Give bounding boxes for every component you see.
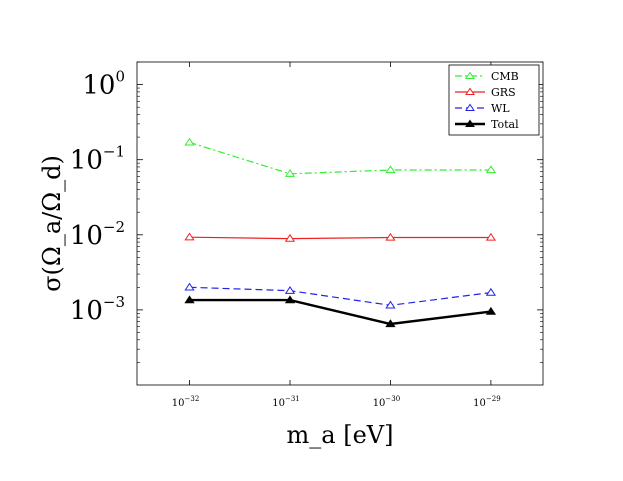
y-axis-label: σ(Ω_a/Ω_d) [38, 155, 66, 292]
series-line-total [189, 298, 492, 326]
data-point-grs [385, 232, 396, 241]
series-line-cmb [189, 141, 491, 175]
legend: CMB GRS WL Total [448, 64, 540, 136]
x-tick-label: 10−32 [172, 395, 200, 409]
legend-label-grs: GRS [491, 86, 516, 99]
legend-marker-grs [465, 87, 475, 96]
x-tick-label: 10−31 [272, 395, 300, 409]
data-point-cmb [184, 137, 195, 146]
legend-marker-total [465, 119, 475, 128]
y-tick-label: 10−3 [70, 293, 125, 326]
data-point-wl [284, 286, 296, 294]
x-tick-label: 10−30 [373, 395, 401, 409]
legend-label-wl: WL [491, 102, 510, 115]
data-point-wl [485, 287, 497, 296]
y-tick-label: 100 [82, 68, 125, 101]
data-point-grs [485, 232, 497, 241]
data-point-grs [284, 233, 296, 242]
data-point-total [284, 295, 296, 304]
data-point-wl [184, 282, 195, 291]
legend-label-total: Total [491, 118, 519, 131]
y-tick-label: 10−1 [70, 143, 125, 176]
data-point-cmb [284, 169, 296, 177]
legend-marker-cmb [465, 71, 475, 80]
legend-label-cmb: CMB [491, 70, 519, 83]
data-point-total [385, 319, 396, 328]
data-point-total [184, 295, 195, 304]
data-point-total [485, 306, 497, 315]
data-point-grs [184, 232, 195, 241]
data-point-cmb [385, 165, 396, 174]
series-line-wl [189, 286, 491, 306]
data-point-wl [385, 300, 396, 309]
x-tick-label: 10−29 [473, 395, 501, 409]
data-point-cmb [485, 165, 497, 174]
x-axis-label: m_a [eV] [287, 421, 394, 449]
y-tick-label: 10−2 [70, 218, 125, 251]
series-line-grs [189, 236, 491, 240]
legend-marker-wl [465, 103, 475, 112]
